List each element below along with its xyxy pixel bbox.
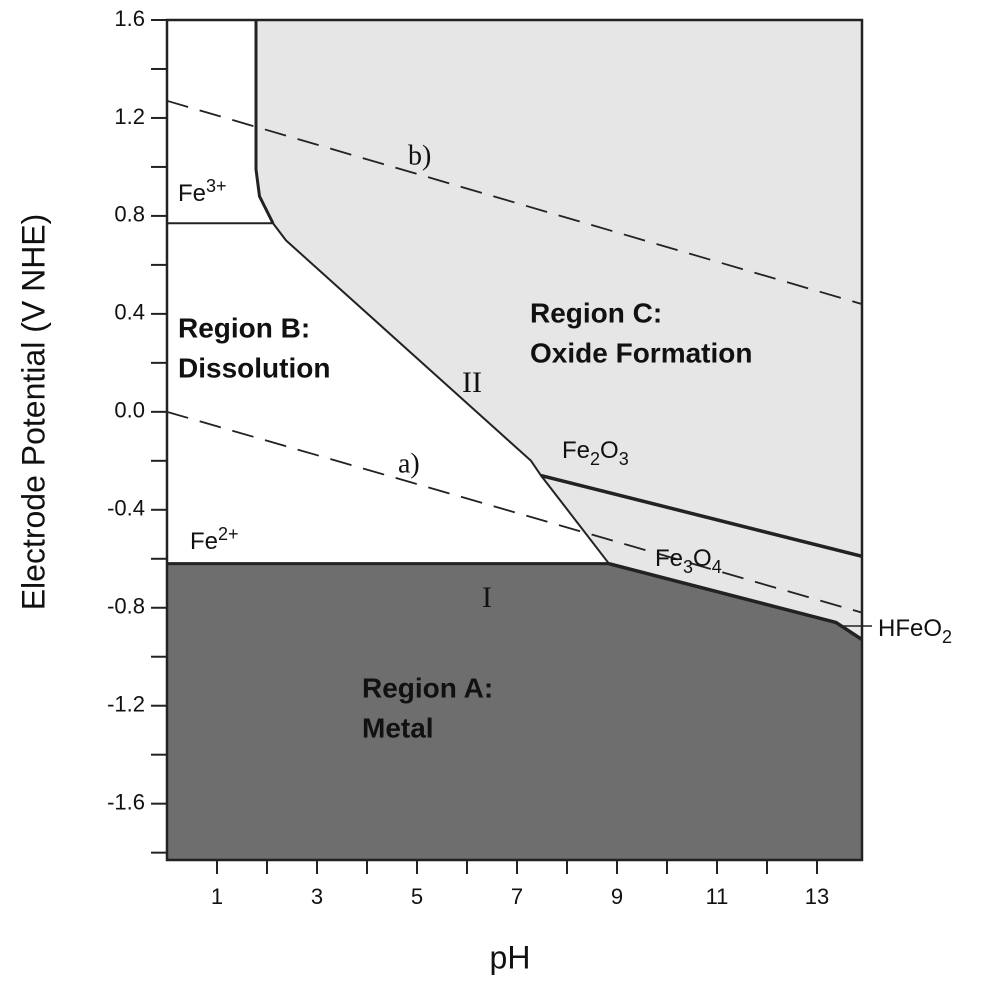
x-tick-label: 9 [611,884,623,909]
y-tick-label: -1.6 [107,789,145,814]
boundary-line [540,473,863,559]
species-label: Fe3O4 [655,545,722,576]
y-tick-label: 1.2 [114,104,145,129]
x-tick-label: 11 [706,884,729,909]
region-label: Dissolution [178,352,330,383]
species-part: 3+ [206,176,227,196]
y-tick-label: -0.4 [107,496,145,521]
species-part: O [600,437,619,464]
region-label: Region A: [362,672,493,703]
line-label: II [462,366,482,399]
x-axis-title: pH [490,939,531,975]
region-label: Oxide Formation [530,337,752,368]
plot-frame [165,18,864,862]
species-part: 3 [619,449,629,469]
y-tick-label: -0.8 [107,594,145,619]
species-part: 2 [590,449,600,469]
region-label: Metal [362,712,434,743]
y-axis-title: Electrode Potential (V NHE) [15,214,51,611]
x-tick-label: 13 [805,884,829,909]
species-part: 4 [712,557,722,577]
dashed-line [166,410,863,614]
y-tick-label: 0.4 [114,300,145,325]
species-label: Fe2O3 [562,437,629,468]
metal-region [167,563,862,860]
line-label: a) [398,448,420,479]
line-label: I [482,581,492,614]
y-tick-label: -1.2 [107,692,145,717]
species-part: Fe [178,180,206,207]
species-label: Fe2+ [190,524,239,556]
y-tick-label: 0.0 [114,398,145,423]
species-part: Fe [655,545,683,572]
y-tick-label: 0.8 [114,202,145,227]
boundary-line [272,222,610,565]
species-part: Fe [562,437,590,464]
region-label: Region C: [530,297,662,328]
boundary-line [608,561,863,642]
line-label: b) [408,140,431,171]
x-tick-label: 3 [311,884,323,909]
oxide-region [256,20,862,640]
dashed-line [166,99,863,305]
species-part: 3 [683,557,693,577]
x-tick-label: 7 [511,884,523,909]
y-tick-label: 1.6 [114,6,145,31]
species-part: O [693,545,712,572]
species-part: 2 [942,627,952,647]
species-part: Fe [190,528,218,555]
species-part: 2+ [218,524,239,544]
x-tick-label: 1 [211,884,223,909]
boundary-line [254,20,275,224]
region-label: Region B: [178,312,310,343]
species-part: HFeO [878,615,942,642]
species-label: Fe3+ [178,176,227,208]
x-tick-label: 5 [411,884,423,909]
species-label: HFeO2 [878,615,952,646]
